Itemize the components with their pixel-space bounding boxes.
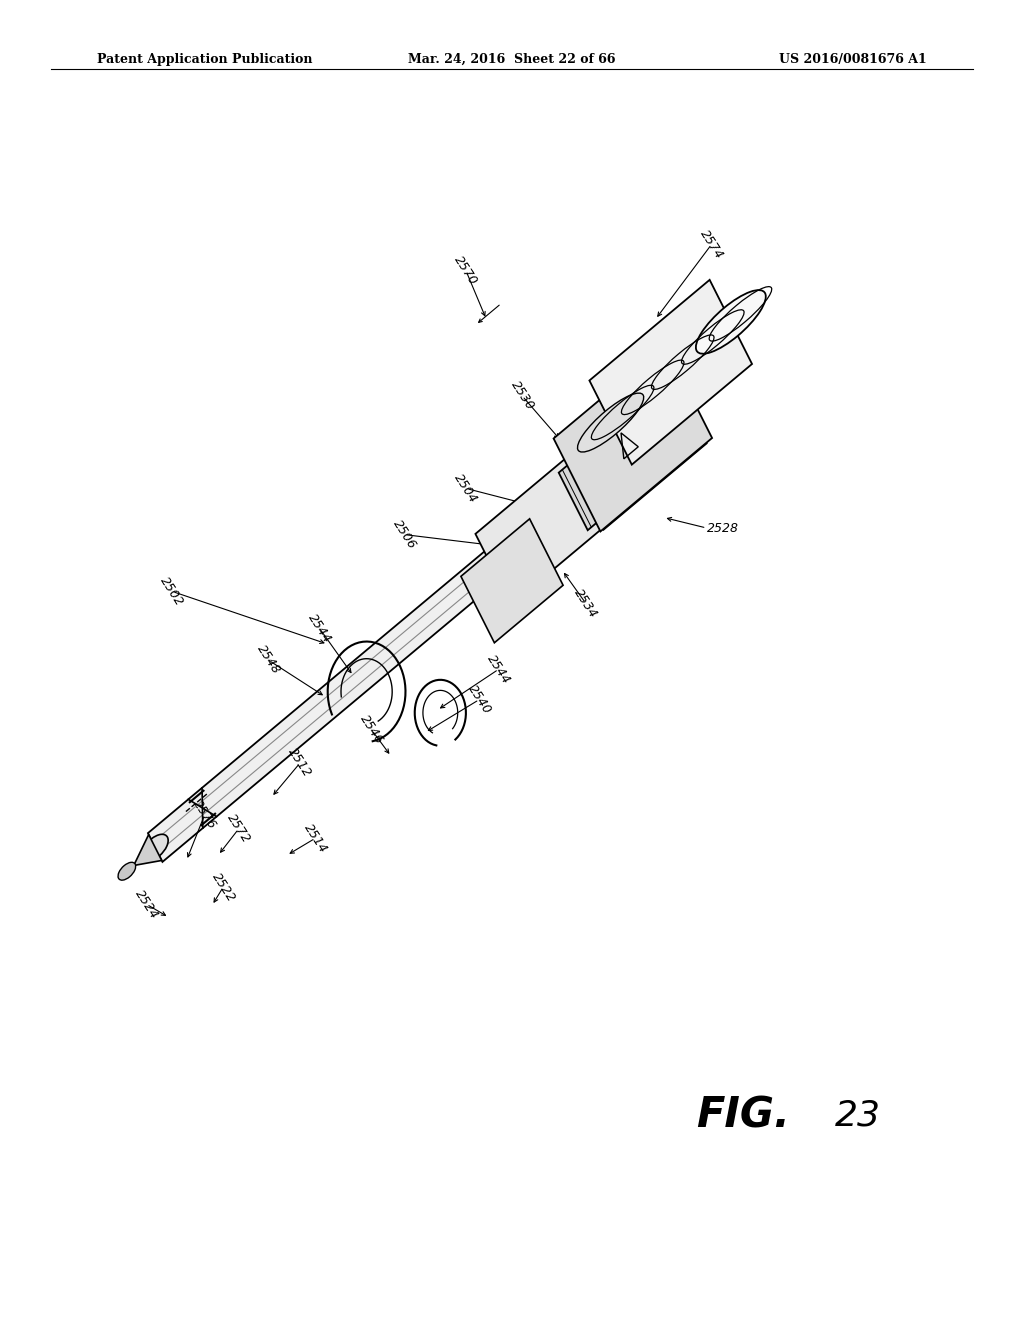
Text: 2540: 2540 — [465, 682, 494, 717]
Polygon shape — [559, 355, 707, 529]
Ellipse shape — [118, 862, 136, 880]
Text: 2544: 2544 — [305, 611, 334, 645]
Text: 2528: 2528 — [707, 521, 738, 535]
Text: 2512: 2512 — [286, 746, 314, 780]
Polygon shape — [461, 519, 563, 643]
Text: Patent Application Publication: Patent Application Publication — [97, 53, 312, 66]
Ellipse shape — [142, 834, 168, 861]
Text: 2546: 2546 — [357, 713, 386, 747]
Text: 2522: 2522 — [209, 870, 238, 904]
Text: 2570: 2570 — [452, 253, 480, 288]
Text: 2572: 2572 — [224, 812, 253, 846]
Text: US 2016/0081676 A1: US 2016/0081676 A1 — [779, 53, 927, 66]
Text: 2524: 2524 — [132, 887, 161, 921]
Text: FIG.: FIG. — [696, 1094, 791, 1137]
Polygon shape — [147, 445, 627, 862]
Ellipse shape — [578, 393, 644, 451]
Polygon shape — [559, 412, 659, 531]
Text: 2504: 2504 — [452, 471, 480, 506]
Polygon shape — [475, 412, 657, 605]
Text: 2506: 2506 — [390, 517, 419, 552]
Ellipse shape — [696, 290, 766, 354]
Polygon shape — [554, 345, 712, 532]
Text: Mar. 24, 2016  Sheet 22 of 66: Mar. 24, 2016 Sheet 22 of 66 — [409, 53, 615, 66]
Text: 23: 23 — [835, 1098, 881, 1133]
Text: 2574: 2574 — [697, 227, 726, 261]
Text: 2502: 2502 — [158, 574, 186, 609]
Polygon shape — [590, 280, 752, 465]
Text: 2534: 2534 — [571, 586, 600, 620]
Polygon shape — [134, 834, 162, 866]
Text: 2576: 2576 — [190, 797, 219, 832]
Text: 2530: 2530 — [508, 379, 537, 413]
Text: 2548: 2548 — [254, 643, 283, 677]
Text: 2514: 2514 — [301, 821, 330, 855]
Text: 2544: 2544 — [484, 652, 513, 686]
